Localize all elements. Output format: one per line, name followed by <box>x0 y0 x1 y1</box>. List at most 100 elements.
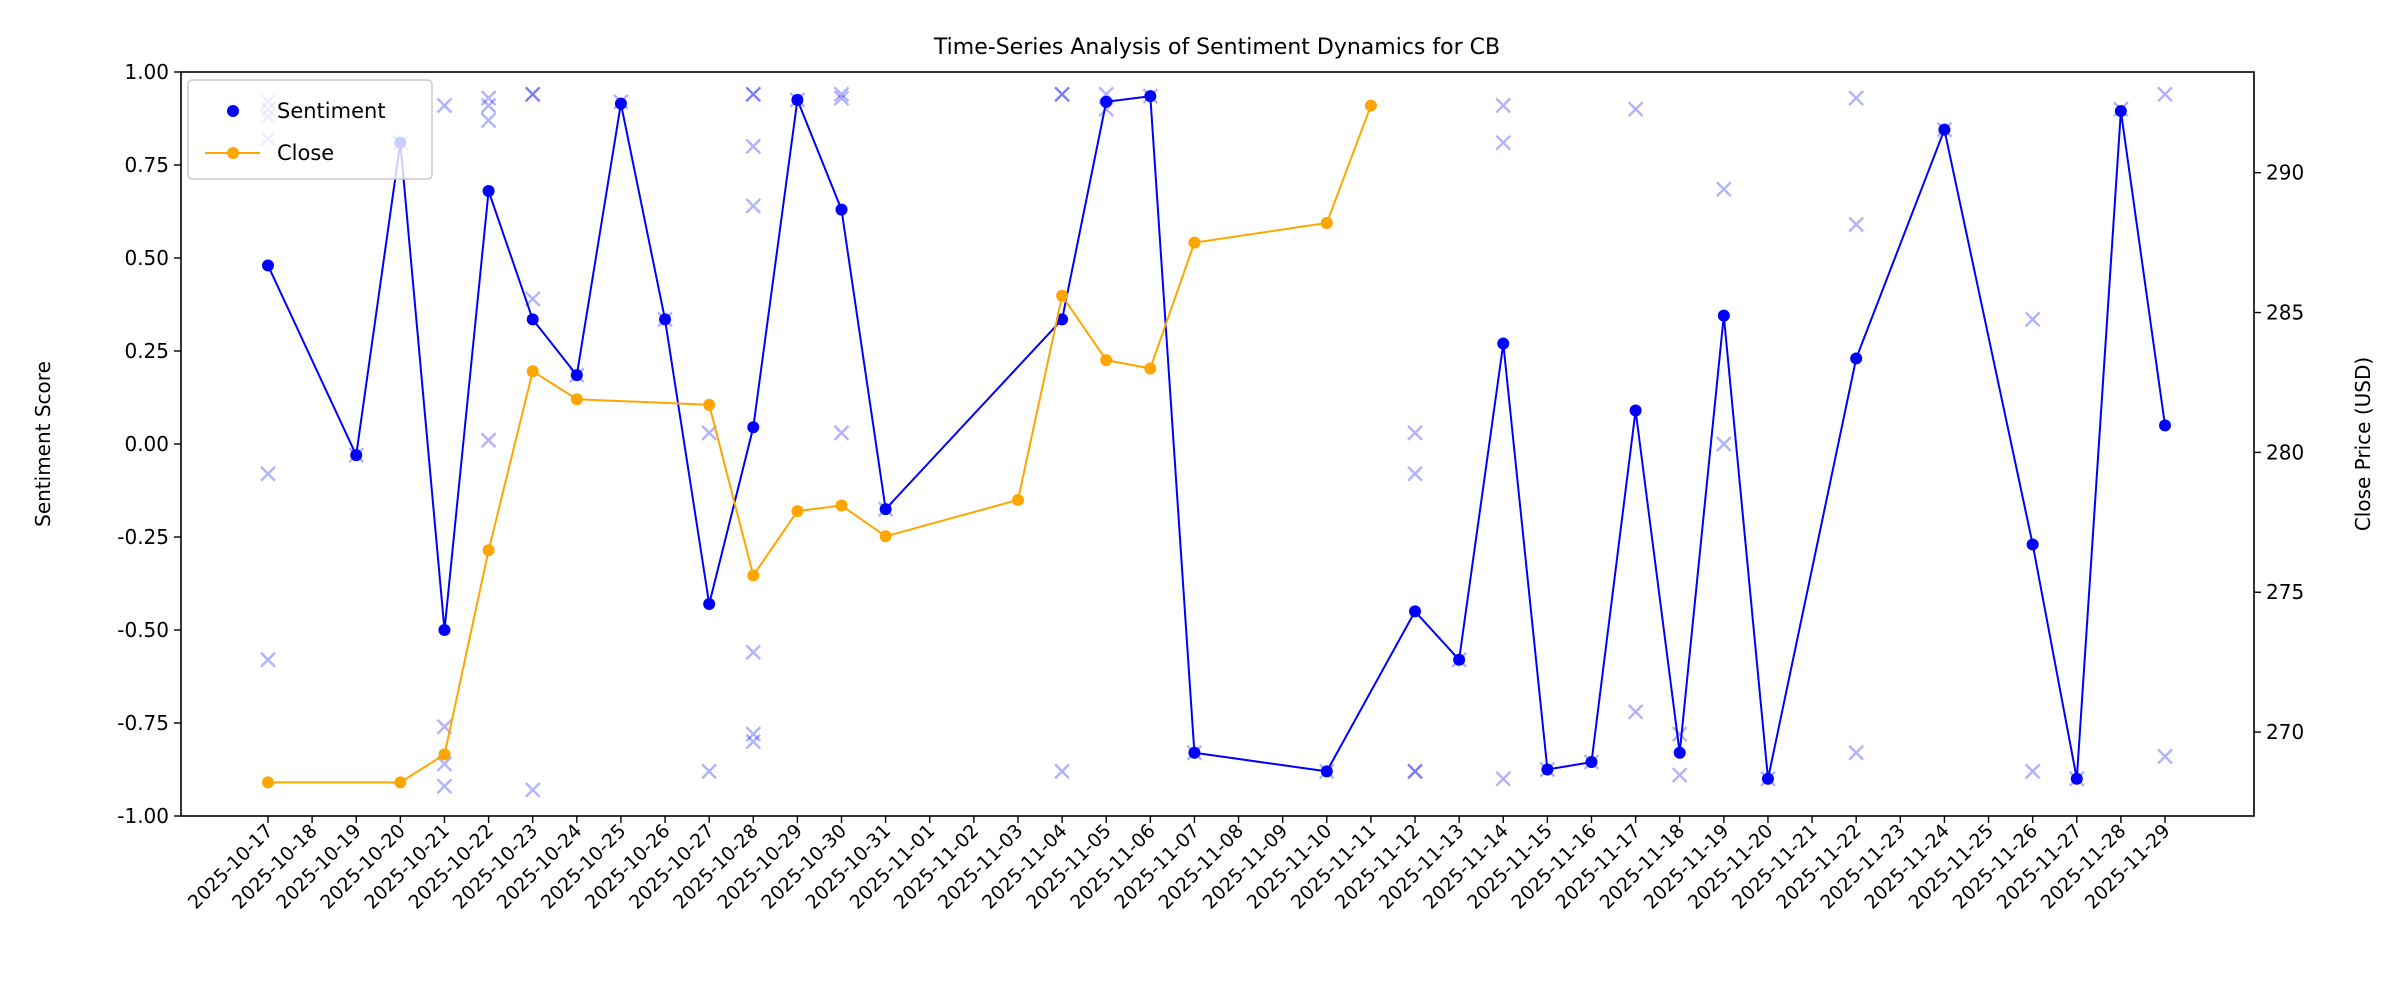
close-point <box>394 776 407 789</box>
article-sentiment-marker <box>1627 101 1644 118</box>
article-sentiment-marker <box>1407 763 1423 780</box>
sentiment-point <box>791 93 804 106</box>
article-sentiment-marker <box>1848 216 1865 233</box>
sentiment-point <box>1320 765 1333 778</box>
sentiment-point <box>2114 105 2127 118</box>
article-sentiment-marker <box>1054 763 1070 780</box>
article-sentiment-marker <box>745 733 762 750</box>
close-point <box>262 776 274 789</box>
y-axis-right-label: Close Price (USD) <box>2351 357 2375 531</box>
article-sentiment-marker <box>480 97 497 114</box>
plot-area <box>260 86 2173 798</box>
sentiment-point <box>703 597 716 610</box>
article-sentiment-marker <box>1495 134 1512 151</box>
sentiment-point <box>570 369 583 382</box>
y-tick-label: 0.00 <box>124 432 169 456</box>
article-sentiment-marker <box>524 86 541 103</box>
article-sentiment-marker <box>2024 311 2041 328</box>
article-sentiment-marker <box>701 424 718 441</box>
sentiment-point <box>614 97 627 110</box>
sentiment-point <box>1938 123 1951 136</box>
article-sentiment-marker <box>745 86 762 103</box>
sentiment-point <box>1497 337 1510 350</box>
y-tick-label: -0.25 <box>117 525 169 549</box>
close-point <box>1144 362 1157 375</box>
article-sentiment-marker <box>1715 436 1732 452</box>
article-sentiment-marker <box>2157 86 2173 103</box>
y-right-tick-label: 280 <box>2266 440 2304 464</box>
sentiment-point <box>1541 763 1554 776</box>
sentiment-point <box>1100 95 1113 108</box>
article-sentiment-marker <box>833 90 850 106</box>
y-tick-label: 0.75 <box>124 153 169 177</box>
article-sentiment-marker <box>1407 465 1423 482</box>
y-tick-label: 1.00 <box>124 60 169 84</box>
y-right-tick-label: 275 <box>2266 580 2304 604</box>
close-point <box>747 569 760 582</box>
close-point <box>703 398 716 411</box>
y-right-tick-label: 290 <box>2266 161 2304 185</box>
close-point <box>526 365 539 378</box>
sentiment-point <box>350 449 363 462</box>
article-sentiment-marker <box>1671 767 1688 783</box>
article-sentiment-marker <box>745 644 762 661</box>
article-sentiment-marker <box>2024 763 2041 780</box>
article-sentiment-marker <box>524 782 541 798</box>
legend: Sentiment Close <box>187 79 433 180</box>
article-sentiment-marker <box>480 112 497 129</box>
article-sentiment-marker <box>480 432 497 449</box>
article-sentiment-marker <box>2157 748 2173 765</box>
article-sentiment-marker <box>1054 86 1070 103</box>
article-sentiment-marker <box>480 90 497 106</box>
article-sentiment-marker <box>701 763 718 780</box>
y-tick-label: 0.50 <box>124 246 169 270</box>
sentiment-point <box>526 313 539 326</box>
close-point <box>1056 289 1069 302</box>
close-point <box>1188 236 1201 249</box>
sentiment-line <box>267 95 2166 780</box>
sentiment-point <box>262 259 274 272</box>
y-tick-label: -1.00 <box>117 804 169 828</box>
article-sentiment-marker <box>1407 424 1423 441</box>
legend-marker-sentiment <box>227 105 239 117</box>
article-sentiment-marker <box>1715 181 1732 198</box>
article-sentiment-marker <box>1848 90 1865 106</box>
y-tick-label: 0.25 <box>124 339 169 363</box>
sentiment-point <box>2070 772 2083 785</box>
sentiment-point <box>835 203 848 216</box>
close-point <box>1100 354 1113 367</box>
chart-title: Time-Series Analysis of Sentiment Dynami… <box>933 35 1500 60</box>
close-point <box>1320 217 1333 230</box>
close-point <box>835 499 848 512</box>
sentiment-point <box>438 624 451 636</box>
article-sentiment-marker <box>1495 770 1512 787</box>
sentiment-point <box>1409 605 1422 618</box>
close-point <box>1011 493 1024 506</box>
close-point <box>570 393 583 406</box>
close-point <box>438 748 451 761</box>
sentiment-point <box>879 503 892 516</box>
article-sentiment-marker <box>1495 97 1512 114</box>
article-sentiment-marker <box>745 86 762 103</box>
sentiment-point <box>1056 313 1069 326</box>
article-sentiment-marker <box>833 86 850 103</box>
sentiment-point <box>1717 309 1730 322</box>
sentiment-point <box>2026 538 2039 551</box>
close-line <box>268 105 1372 784</box>
sentiment-point <box>1673 746 1686 759</box>
article-sentiment-marker <box>1407 763 1423 780</box>
sentiment-point <box>2159 419 2171 432</box>
article-sentiment-marker <box>1671 726 1688 743</box>
article-sentiment-marker <box>745 138 762 155</box>
article-sentiment-marker <box>524 86 541 103</box>
sentiment-point <box>659 313 672 326</box>
sentiment-point <box>1144 90 1157 103</box>
y-right-tick-label: 285 <box>2266 301 2304 325</box>
sentiment-point <box>1188 746 1201 759</box>
sentiment-point <box>1850 352 1863 365</box>
article-sentiment-marker <box>833 424 850 441</box>
article-sentiment-marker <box>1848 744 1865 761</box>
article-sentiment-marker <box>745 198 762 214</box>
close-point <box>879 530 892 543</box>
